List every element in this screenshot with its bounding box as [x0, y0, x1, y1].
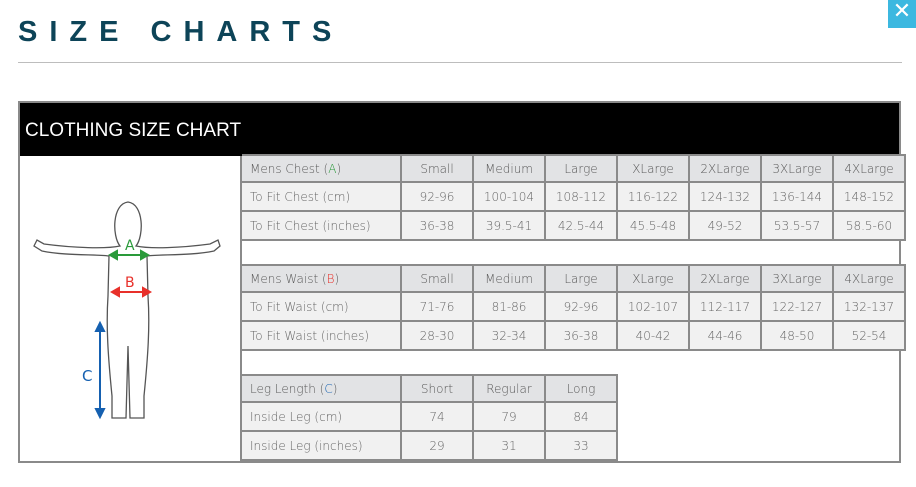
table-cell: 92-96 — [546, 293, 618, 322]
table-cell: 102-107 — [618, 293, 690, 322]
header-text: C — [324, 381, 333, 396]
table-row: To Fit Chest (cm) 92-96 100-104 108-112 116-… — [242, 183, 906, 212]
table-cell: 49-52 — [690, 212, 762, 241]
table-cell: 122-127 — [762, 293, 834, 322]
divider — [18, 62, 902, 63]
table-cell: 79 — [474, 403, 546, 432]
table-cell: 42.5-44 — [546, 212, 618, 241]
row-label: To Fit Waist (cm) — [242, 293, 402, 322]
table-cell: 33 — [546, 432, 618, 461]
table-row: To Fit Chest (inches) 36-38 39.5-41 42.5-44… — [242, 212, 906, 241]
table-cell: 81-86 — [474, 293, 546, 322]
column-header: Short — [402, 374, 474, 403]
table-cell: 92-96 — [402, 183, 474, 212]
chart-title: CLOTHING SIZE CHART — [20, 103, 899, 156]
column-header: 3XLarge — [762, 264, 834, 293]
table-cell: 84 — [546, 403, 618, 432]
table-cell: 132-137 — [834, 293, 906, 322]
row-label: To Fit Chest (cm) — [242, 183, 402, 212]
label-b: B — [125, 275, 135, 291]
column-header: Small — [402, 264, 474, 293]
arrow-a — [107, 249, 151, 261]
table-row: To Fit Waist (cm) 71-76 81-86 92-96 102-107 1… — [242, 293, 906, 322]
table-row: Inside Leg (inches) 29 31 33 — [242, 432, 618, 461]
close-button[interactable]: ✕ — [888, 0, 916, 28]
column-header: XLarge — [618, 154, 690, 183]
header-text: Leg Length ( — [250, 381, 325, 396]
column-header: Medium — [474, 264, 546, 293]
table-cell: 108-112 — [546, 183, 618, 212]
table-cell: 148-152 — [834, 183, 906, 212]
body-figure: A B C — [20, 156, 242, 463]
label-a: A — [125, 238, 135, 254]
label-c: C — [82, 367, 92, 385]
row-label: To Fit Waist (inches) — [242, 322, 402, 351]
table-header-row: Mens Waist (B) Small Medium Large XLarge 2XLa… — [242, 264, 906, 293]
column-header: Large — [546, 154, 618, 183]
table-row: Inside Leg (cm) 74 79 84 — [242, 403, 618, 432]
column-header: Regular — [474, 374, 546, 403]
header-text: A — [328, 161, 337, 176]
table-cell: 74 — [402, 403, 474, 432]
table-cell: 39.5-41 — [474, 212, 546, 241]
table-cell: 71-76 — [402, 293, 474, 322]
body-outline — [33, 201, 221, 419]
table-cell: 52-54 — [834, 322, 906, 351]
table-cell: 48-50 — [762, 322, 834, 351]
table-header-label: Mens Waist (B) — [242, 264, 402, 293]
table-header-label: Leg Length (C) — [242, 374, 402, 403]
table-cell: 100-104 — [474, 183, 546, 212]
row-label: Inside Leg (cm) — [242, 403, 402, 432]
header-text: ) — [332, 381, 338, 396]
table-cell: 58.5-60 — [834, 212, 906, 241]
table-cell: 112-117 — [690, 293, 762, 322]
column-header: 3XLarge — [762, 154, 834, 183]
close-icon: ✕ — [892, 0, 912, 24]
page-title: SIZE CHARTS — [18, 16, 344, 48]
table-cell: 53.5-57 — [762, 212, 834, 241]
column-header: 2XLarge — [690, 264, 762, 293]
table-cell: 44-46 — [690, 322, 762, 351]
column-header: Large — [546, 264, 618, 293]
column-header: 4XLarge — [834, 264, 906, 293]
header-text: Mens Chest ( — [250, 161, 329, 176]
column-header: XLarge — [618, 264, 690, 293]
row-label: Inside Leg (inches) — [242, 432, 402, 461]
table-cell: 116-122 — [618, 183, 690, 212]
table-header-row: Mens Chest (A) Small Medium Large XLarge 2XLa… — [242, 154, 906, 183]
table-cell: 36-38 — [402, 212, 474, 241]
header-text: ) — [334, 271, 340, 286]
table-header-label: Mens Chest (A) — [242, 154, 402, 183]
size-chart: CLOTHING SIZE CHART A B C Mens Chest (A)… — [18, 101, 906, 463]
column-header: Small — [402, 154, 474, 183]
column-header: 2XLarge — [690, 154, 762, 183]
table-cell: 29 — [402, 432, 474, 461]
table-header-row: Leg Length (C) Short Regular Long — [242, 374, 618, 403]
arrow-c — [94, 320, 106, 420]
table-cell: 40-42 — [618, 322, 690, 351]
table-cell: 124-132 — [690, 183, 762, 212]
column-header: 4XLarge — [834, 154, 906, 183]
column-header: Medium — [474, 154, 546, 183]
table-cell: 36-38 — [546, 322, 618, 351]
arrow-b — [109, 286, 153, 298]
table-cell: 28-30 — [402, 322, 474, 351]
header-text: Mens Waist ( — [250, 271, 327, 286]
table-cell: 136-144 — [762, 183, 834, 212]
header-text: B — [326, 271, 335, 286]
row-label: To Fit Chest (inches) — [242, 212, 402, 241]
table-cell: 31 — [474, 432, 546, 461]
table-cell: 45.5-48 — [618, 212, 690, 241]
table-row: To Fit Waist (inches) 28-30 32-34 36-38 40-4… — [242, 322, 906, 351]
header-text: ) — [336, 161, 342, 176]
column-header: Long — [546, 374, 618, 403]
table-cell: 32-34 — [474, 322, 546, 351]
